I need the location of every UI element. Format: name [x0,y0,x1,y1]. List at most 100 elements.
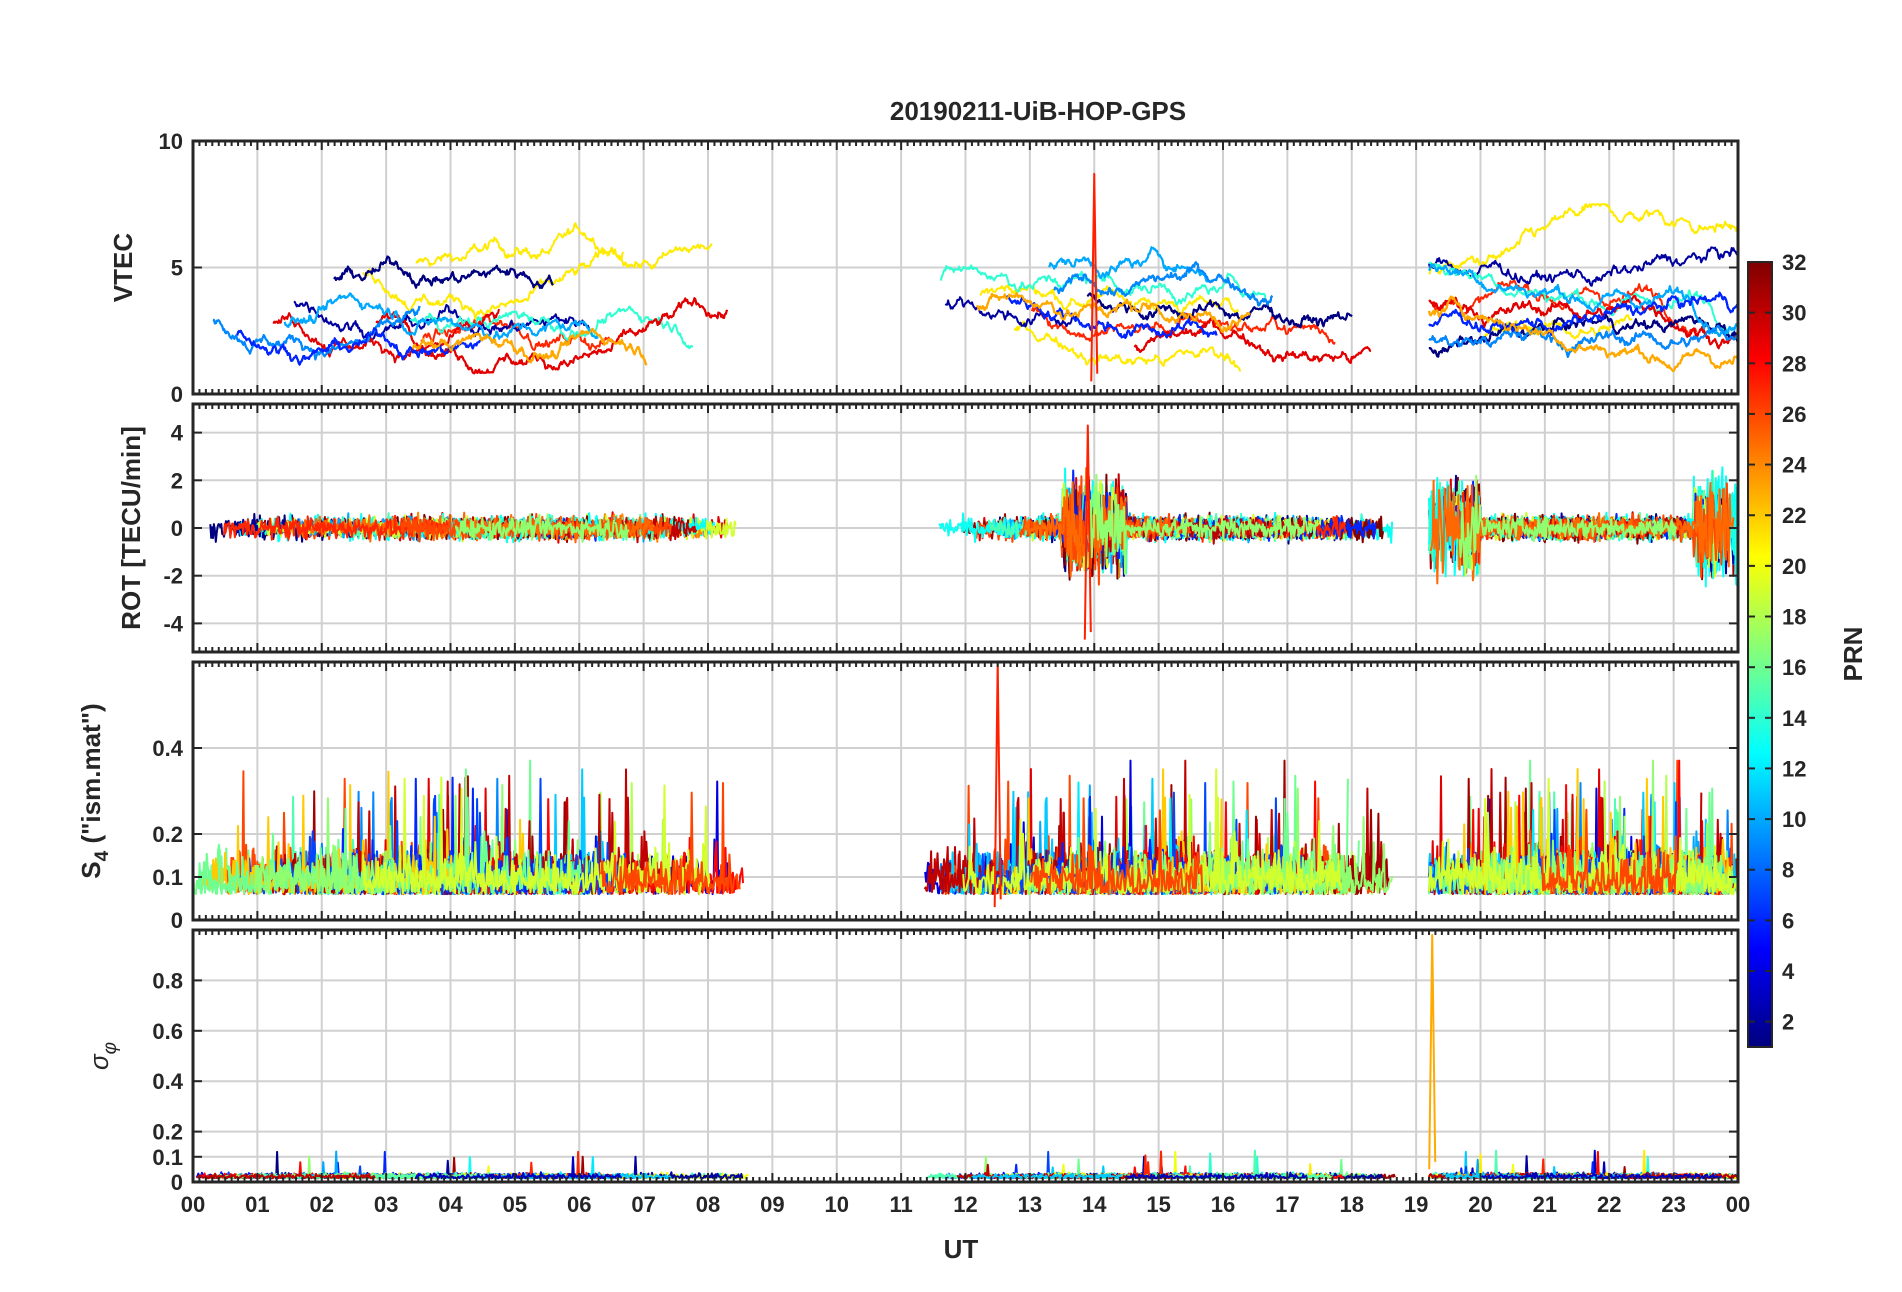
series-line [254,797,398,896]
panel-s4: 0 0.1 0.2 0.4 S4 ("ism.mat") [76,660,1740,933]
series-line [420,314,614,351]
colorbar-tick-label: 18 [1782,605,1806,630]
series-line [362,776,712,896]
series-line [1013,320,1242,372]
x-tick-label: 08 [696,1192,720,1217]
y-tick-label: 4 [171,421,184,446]
series-line [375,297,729,375]
colorbar-tick-label: 6 [1782,908,1794,933]
series-line [1541,808,1678,896]
series-line [212,305,421,361]
x-tick-label: 15 [1146,1192,1170,1217]
y-axis-label: VTEC [108,233,138,303]
series-group [209,424,1739,640]
y-tick-label: 0.4 [152,736,183,761]
series-line [415,222,625,268]
peak-mark [1428,934,1437,1170]
colorbar-tick-label: 32 [1782,250,1806,275]
series-line [1428,263,1739,337]
x-axis: 00 01 02 03 04 05 06 07 08 09 10 11 12 13 14 15 16 17 18 19… [181,1192,1750,1217]
series-line [1133,317,1372,364]
x-tick-label: 10 [825,1192,849,1217]
y-tick-label: 0.2 [152,822,183,847]
series-line [939,264,1267,306]
colorbar-tick-label: 10 [1782,807,1806,832]
x-tick-label: 22 [1597,1192,1621,1217]
series-line [1428,295,1739,372]
colorbar-tick-label: 30 [1782,301,1806,326]
panel-vtec: 0 5 10 VTEC [108,129,1740,407]
series-line [1428,791,1739,896]
colorbar-frame [1747,261,1773,1048]
series-line [976,292,1251,334]
series-line [1004,295,1218,339]
series-line [1124,1171,1308,1180]
x-tick-label: 11 [889,1192,912,1217]
y-tick-label: 0 [171,908,183,933]
series-line [1428,291,1739,336]
y-tick-label: 0.6 [152,1019,183,1044]
y-tick-label: -2 [163,564,183,589]
y-tick-label: 2 [171,468,183,493]
x-tick-label: 06 [567,1192,591,1217]
peak-mark [1090,172,1099,382]
x-tick-label: 01 [245,1192,269,1217]
x-tick-label: 16 [1211,1192,1235,1217]
series-line [1030,306,1336,345]
colorbar-tick-label: 28 [1782,351,1806,376]
x-tick-label: 07 [631,1192,655,1217]
series-group [212,172,1739,382]
y-axis-label: ROT [TECU/min] [116,426,146,630]
series-line [1429,479,1735,585]
colorbar-tick-label: 26 [1782,402,1806,427]
y-tick-label: -4 [163,611,183,636]
colorbar-tick-label: 20 [1782,554,1806,579]
x-tick-label: 19 [1404,1192,1428,1217]
chart-title: 20190211-UiB-HOP-GPS [890,96,1186,126]
y-tick-label: 0.1 [152,865,183,890]
x-axis-label: UT [944,1234,979,1264]
x-tick-label: 13 [1018,1192,1042,1217]
series-line [1087,473,1319,575]
series-line [1458,474,1678,570]
series-line [454,513,630,543]
series-line [1477,314,1633,344]
y-tick-label: 5 [171,256,183,281]
panels: 0 5 10 VTEC -4 -2 0 2 4 ROT [TECU/min] 0 0.1 0.2 0.4 S… [76,129,1740,1195]
y-tick-label: 10 [159,129,183,154]
series-line [1053,261,1274,307]
x-tick-label: 20 [1468,1192,1492,1217]
y-tick-label: 0 [171,516,183,541]
y-tick-label: 0 [171,382,183,407]
y-tick-label: 0 [171,1170,183,1195]
x-tick-label: 05 [503,1192,527,1217]
x-tick-label: 14 [1082,1192,1107,1217]
panel-rot: -4 -2 0 2 4 ROT [TECU/min] [116,402,1740,654]
series-line [599,782,741,896]
series-line [333,255,554,289]
series-line [1428,313,1739,358]
panel-sigma-phi: 00.10.2 0.4 0.6 0.8 σφ [84,928,1740,1195]
series-line [1428,246,1739,287]
x-tick-label: 17 [1275,1192,1299,1217]
y-axis-label: S4 ("ism.mat") [76,703,113,878]
colorbar-tick-label: 16 [1782,655,1806,680]
x-tick-label: 03 [374,1192,398,1217]
x-tick-label: 04 [438,1192,463,1217]
series-group [192,661,1739,908]
colorbar-tick-label: 12 [1782,756,1806,781]
series-line [944,296,1078,328]
x-tick-label: 23 [1661,1192,1685,1217]
x-tick-label: 21 [1533,1192,1557,1217]
series-line [1048,246,1209,283]
x-tick-label: 00 [1726,1192,1750,1217]
colorbar-gradient [1748,262,1772,1047]
colorbar-tick-label: 8 [1782,858,1794,883]
colorbar-tick-label: 24 [1782,453,1807,478]
series-line [412,327,648,366]
series-line [196,1171,376,1180]
x-tick-label: 00 [181,1192,205,1217]
series-line [283,292,599,343]
